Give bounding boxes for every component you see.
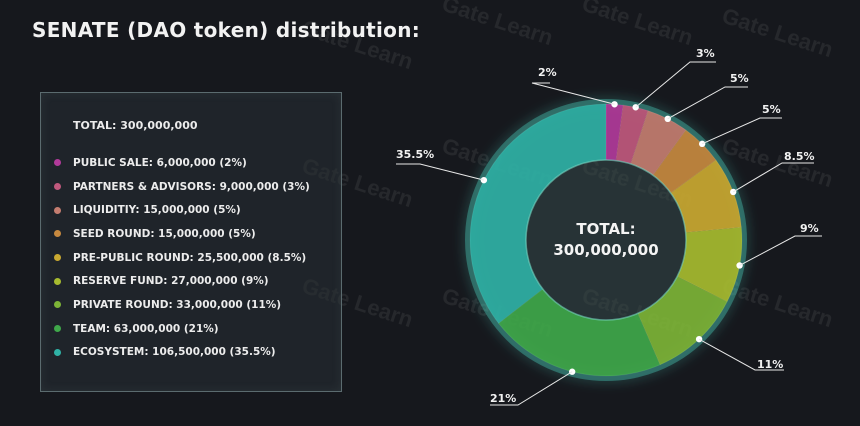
callout-dot — [611, 101, 618, 108]
legend-item: TEAM: 63,000,000 (21%) — [54, 317, 310, 341]
legend-swatch — [54, 254, 61, 262]
callout-line — [701, 117, 782, 145]
center-total-value: 300,000,000 — [553, 241, 658, 259]
callout-line — [698, 338, 784, 371]
legend-swatch — [54, 301, 61, 309]
callout-line — [490, 371, 573, 406]
legend-item: PARTNERS & ADVISORS: 9,000,000 (3%) — [54, 175, 310, 199]
slice-percent-label: 2% — [538, 66, 557, 79]
legend-item: PRE-PUBLIC ROUND: 25,500,000 (8.5%) — [54, 246, 310, 270]
legend-swatch — [54, 325, 61, 333]
legend-item: PUBLIC SALE: 6,000,000 (2%) — [54, 151, 310, 175]
callout-dot — [695, 335, 703, 343]
legend-label: SEED ROUND: 15,000,000 (5%) — [73, 227, 256, 240]
legend-list: PUBLIC SALE: 6,000,000 (2%) PARTNERS & AD… — [54, 151, 310, 364]
callout-line — [732, 162, 814, 193]
legend-swatch — [54, 230, 61, 238]
slice-percent-label: 35.5% — [396, 148, 434, 161]
legend-swatch — [54, 159, 61, 167]
legend-label: ECOSYSTEM: 106,500,000 (35.5%) — [73, 346, 276, 359]
legend-swatch — [54, 277, 61, 285]
legend-item: ECOSYSTEM: 106,500,000 (35.5%) — [54, 341, 310, 365]
donut-center — [525, 159, 687, 321]
legend-label: PRE-PUBLIC ROUND: 25,500,000 (8.5%) — [73, 251, 307, 264]
slice-percent-label: 21% — [490, 392, 516, 405]
legend-label: PARTNERS & ADVISORS: 9,000,000 (3%) — [73, 180, 310, 193]
legend-swatch — [54, 348, 61, 356]
legend-label: PUBLIC SALE: 6,000,000 (2%) — [73, 156, 247, 169]
legend-total: TOTAL: 300,000,000 — [73, 119, 198, 132]
callout-line — [396, 163, 484, 181]
legend-label: LIQUIDITIY: 15,000,000 (5%) — [73, 204, 241, 217]
chart-legend: TOTAL: 300,000,000 PUBLIC SALE: 6,000,00… — [40, 92, 342, 392]
legend-label: PRIVATE ROUND: 33,000,000 (11%) — [73, 298, 282, 311]
slice-percent-label: 9% — [800, 222, 819, 235]
legend-label: RESERVE FUND: 27,000,000 (9%) — [73, 275, 269, 288]
legend-item: PRIVATE ROUND: 33,000,000 (11%) — [54, 293, 310, 317]
slice-percent-label: 8.5% — [784, 150, 815, 163]
legend-item: LIQUIDITIY: 15,000,000 (5%) — [54, 198, 310, 222]
callout-line — [531, 82, 615, 105]
slice-percent-label: 3% — [696, 47, 715, 60]
slice-percent-label: 11% — [757, 358, 783, 371]
slice-percent-label: 5% — [762, 103, 781, 116]
callout-line — [667, 86, 748, 120]
legend-label: TEAM: 63,000,000 (21%) — [73, 322, 219, 335]
legend-swatch — [54, 206, 61, 214]
chart-callouts: 2% 3% 5% 5% 8.5% 9% 11% 21% 35.5% — [396, 47, 822, 406]
page-title: SENATE (DAO token) distribution: — [32, 18, 421, 42]
callout-line — [635, 61, 716, 108]
callout-line — [739, 235, 822, 266]
callout-dot — [664, 115, 671, 123]
chart-slices — [465, 99, 747, 381]
legend-item: RESERVE FUND: 27,000,000 (9%) — [54, 269, 310, 293]
center-total-label: TOTAL: — [576, 220, 635, 238]
legend-swatch — [54, 183, 61, 191]
legend-item: SEED ROUND: 15,000,000 (5%) — [54, 222, 310, 246]
slice-percent-label: 5% — [730, 72, 749, 85]
